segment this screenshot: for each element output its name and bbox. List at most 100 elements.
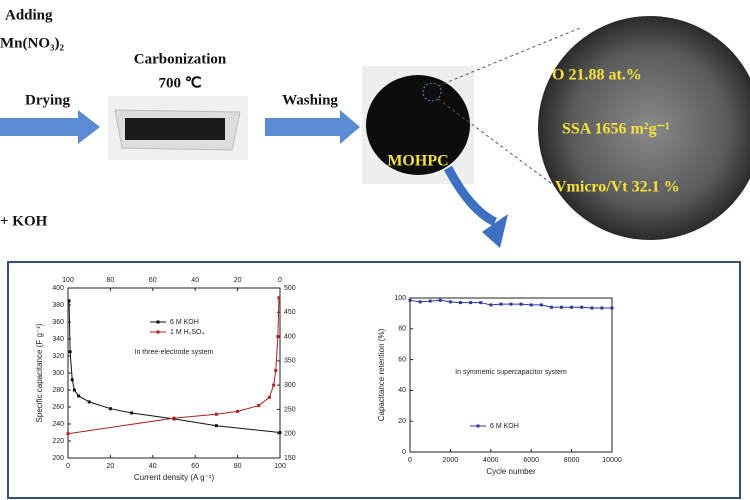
data-point [610,306,614,310]
y-tick-label: 220 [52,438,64,445]
zoom-line [437,98,561,191]
step-label: Mn(NO₃)₂ [0,35,64,51]
data-point [570,305,574,309]
property: SSA 1656 m²g⁻¹ [562,121,670,138]
data-point [549,305,553,309]
data-point [70,378,74,382]
y-axis-label: Specific capacitance (F g⁻¹) [35,323,44,422]
x-axis-label: Current density (A g⁻¹) [134,473,215,482]
x-tick-label: 0 [66,463,70,470]
y-tick-label: 40 [398,387,406,394]
step-label: + KOH [0,213,48,229]
x-tick-label: 4000 [483,457,499,464]
data-point [276,335,280,339]
legend-label: 6 M KOH [170,319,199,326]
arrow-head [482,214,508,248]
product-label: MOHPC [387,153,448,170]
data-point [428,299,432,303]
x-tick-label: 80 [234,463,242,470]
x-tick-label: 2000 [443,457,459,464]
legend-marker [156,330,160,334]
y-tick-label: 200 [52,455,64,462]
data-point [590,306,594,310]
data-point [408,298,412,302]
y2-tick-label: 450 [284,309,296,316]
x2-tick-label: 40 [191,277,199,284]
data-point [519,302,523,306]
data-point [438,298,442,302]
y2-tick-label: 300 [284,382,296,389]
data-point [278,431,282,434]
y-tick-label: 260 [52,404,64,411]
data-point [272,383,276,387]
step-label: 700 ℃ [158,75,201,91]
step-label: Washing [282,92,338,108]
legend-marker [156,320,160,324]
step-label: Drying [25,92,71,108]
annotation: In three-electrode system [135,349,214,356]
y2-tick-label: 150 [284,455,296,462]
data-point [479,301,483,305]
y2-tick-label: 250 [284,406,296,413]
data-point [257,404,261,408]
legend-label: 6 M KOH [490,423,519,430]
data-point [469,301,473,305]
y-axis-label: Capacitance retention (%) [377,328,386,421]
legend-marker [476,424,480,428]
arrow [0,110,100,144]
y-tick-label: 380 [52,302,64,309]
annotation: In symmetric supercapacitor system [455,369,567,376]
y-tick-label: 340 [52,336,64,343]
sample [125,118,225,140]
x-tick-label: 100 [274,463,286,470]
y-tick-label: 80 [398,326,406,333]
y-tick-label: 320 [52,353,64,360]
data-point [600,306,604,310]
arrow [265,110,360,144]
series-line [67,297,280,435]
y2-tick-label: 500 [284,285,296,292]
data-point [489,303,493,307]
data-point [214,412,218,416]
data-point [580,305,584,309]
data-point [87,400,91,404]
x2-tick-label: 0 [278,277,282,284]
zoom-marker [422,82,442,102]
data-point [66,432,70,436]
y-tick-label: 0 [402,449,406,456]
y-tick-label: 400 [52,285,64,292]
property: O 21.88 at.% [552,67,642,84]
x-tick-label: 60 [191,463,199,470]
y2-tick-label: 200 [284,431,296,438]
data-point [72,388,76,392]
legend-label: 1 M H₂SO₄ [170,329,205,336]
property: Vmicro/Vt 32.1 % [555,179,680,196]
data-point [214,424,218,428]
y-tick-label: 240 [52,421,64,428]
charts: 0 20 40 60 80 1002002202402602803003203403603… [35,277,622,482]
data-point [539,303,543,307]
x2-tick-label: 100 [62,277,74,284]
x2-tick-label: 20 [234,277,242,284]
y-tick-label: 60 [398,356,406,363]
data-point [499,302,503,306]
step-label: Adding [5,7,53,23]
x-tick-label: 10000 [602,457,622,464]
data-point [267,395,271,399]
step-label: Carbonization [134,51,227,67]
data-point [509,302,513,306]
data-point [236,409,240,413]
x-tick-label: 20 [107,463,115,470]
x2-tick-label: 60 [149,277,157,284]
data-point [560,305,563,309]
zoom-line [437,27,581,87]
chart-panel [7,261,741,499]
y2-tick-label: 400 [284,333,296,340]
product [366,75,470,175]
data-point [130,411,134,415]
y-tick-label: 280 [52,387,64,394]
data-point [459,301,462,305]
x-axis-label: Cycle number [486,467,536,476]
plot-frame [409,297,613,453]
